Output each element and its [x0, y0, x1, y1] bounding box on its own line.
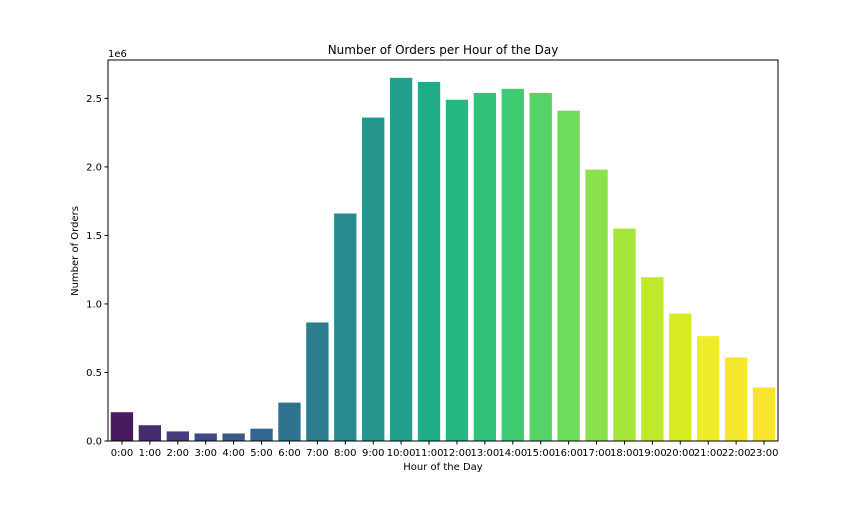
x-tick-label: 12:00	[443, 448, 472, 459]
x-tick-label: 4:00	[222, 448, 244, 459]
bar-2:00	[166, 431, 189, 441]
x-tick-label: 0:00	[111, 448, 133, 459]
x-tick-label: 8:00	[334, 448, 356, 459]
x-tick-label: 3:00	[194, 448, 216, 459]
x-tick-label: 9:00	[362, 448, 384, 459]
y-tick-label: 1.5	[86, 231, 102, 242]
y-ticks-layer: 0.0 0.5 1.0 1.5 2.0 2.5	[86, 94, 108, 448]
bar-7:00	[306, 322, 329, 441]
x-tick-label: 10:00	[387, 448, 416, 459]
chart-title: Number of Orders per Hour of the Day	[328, 43, 559, 57]
bar-21:00	[697, 336, 720, 441]
x-tick-label: 15:00	[526, 448, 555, 459]
x-tick-label: 16:00	[554, 448, 583, 459]
x-tick-label: 11:00	[415, 448, 444, 459]
x-tick-label: 20:00	[666, 448, 695, 459]
x-tick-label: 23:00	[750, 448, 779, 459]
y-axis-label: Number of Orders	[70, 206, 81, 296]
y-tick-label: 2.5	[86, 94, 102, 105]
x-tick-label: 7:00	[306, 448, 328, 459]
x-tick-label: 17:00	[582, 448, 611, 459]
bar-1:00	[138, 425, 162, 441]
bar-6:00	[278, 402, 301, 441]
bar-3:00	[194, 433, 217, 441]
y-axis-offset-label: 1e6	[108, 49, 127, 60]
x-tick-label: 1:00	[139, 448, 161, 459]
x-axis-label: Hour of the Day	[403, 462, 483, 473]
bar-17:00	[585, 169, 608, 441]
bar-11:00	[417, 81, 441, 442]
bar-5:00	[250, 428, 273, 441]
bar-20:00	[669, 313, 692, 441]
bar-10:00	[389, 77, 413, 442]
bar-15:00	[529, 92, 552, 441]
bar-23:00	[752, 387, 776, 441]
bars-layer	[110, 77, 776, 442]
x-tick-label: 14:00	[498, 448, 527, 459]
bar-8:00	[334, 213, 357, 441]
x-tick-label: 18:00	[610, 448, 639, 459]
x-tick-label: 2:00	[167, 448, 189, 459]
x-tick-label: 19:00	[638, 448, 667, 459]
bar-12:00	[445, 99, 469, 442]
y-tick-label: 2.0	[86, 162, 102, 173]
x-ticks-layer: 0:00 1:00 2:00 3:00 4:00 5:00 6:00 7:00 8:00 9:00…	[111, 441, 779, 459]
bar-18:00	[613, 228, 636, 441]
bar-19:00	[641, 277, 664, 441]
bar-9:00	[362, 117, 385, 441]
bar-16:00	[557, 110, 580, 442]
x-tick-label: 13:00	[470, 448, 499, 459]
x-tick-label: 22:00	[722, 448, 751, 459]
bar-13:00	[473, 92, 497, 441]
x-tick-label: 6:00	[278, 448, 300, 459]
y-tick-label: 1.0	[86, 299, 102, 310]
bar-4:00	[222, 433, 245, 441]
bar-22:00	[724, 357, 748, 441]
bar-0:00	[110, 412, 134, 441]
y-tick-label: 0.5	[86, 368, 102, 379]
plot-frame	[107, 59, 779, 442]
x-tick-label: 21:00	[694, 448, 723, 459]
x-tick-label: 5:00	[250, 448, 272, 459]
y-tick-label: 0.0	[86, 437, 102, 448]
bar-14:00	[501, 88, 524, 441]
